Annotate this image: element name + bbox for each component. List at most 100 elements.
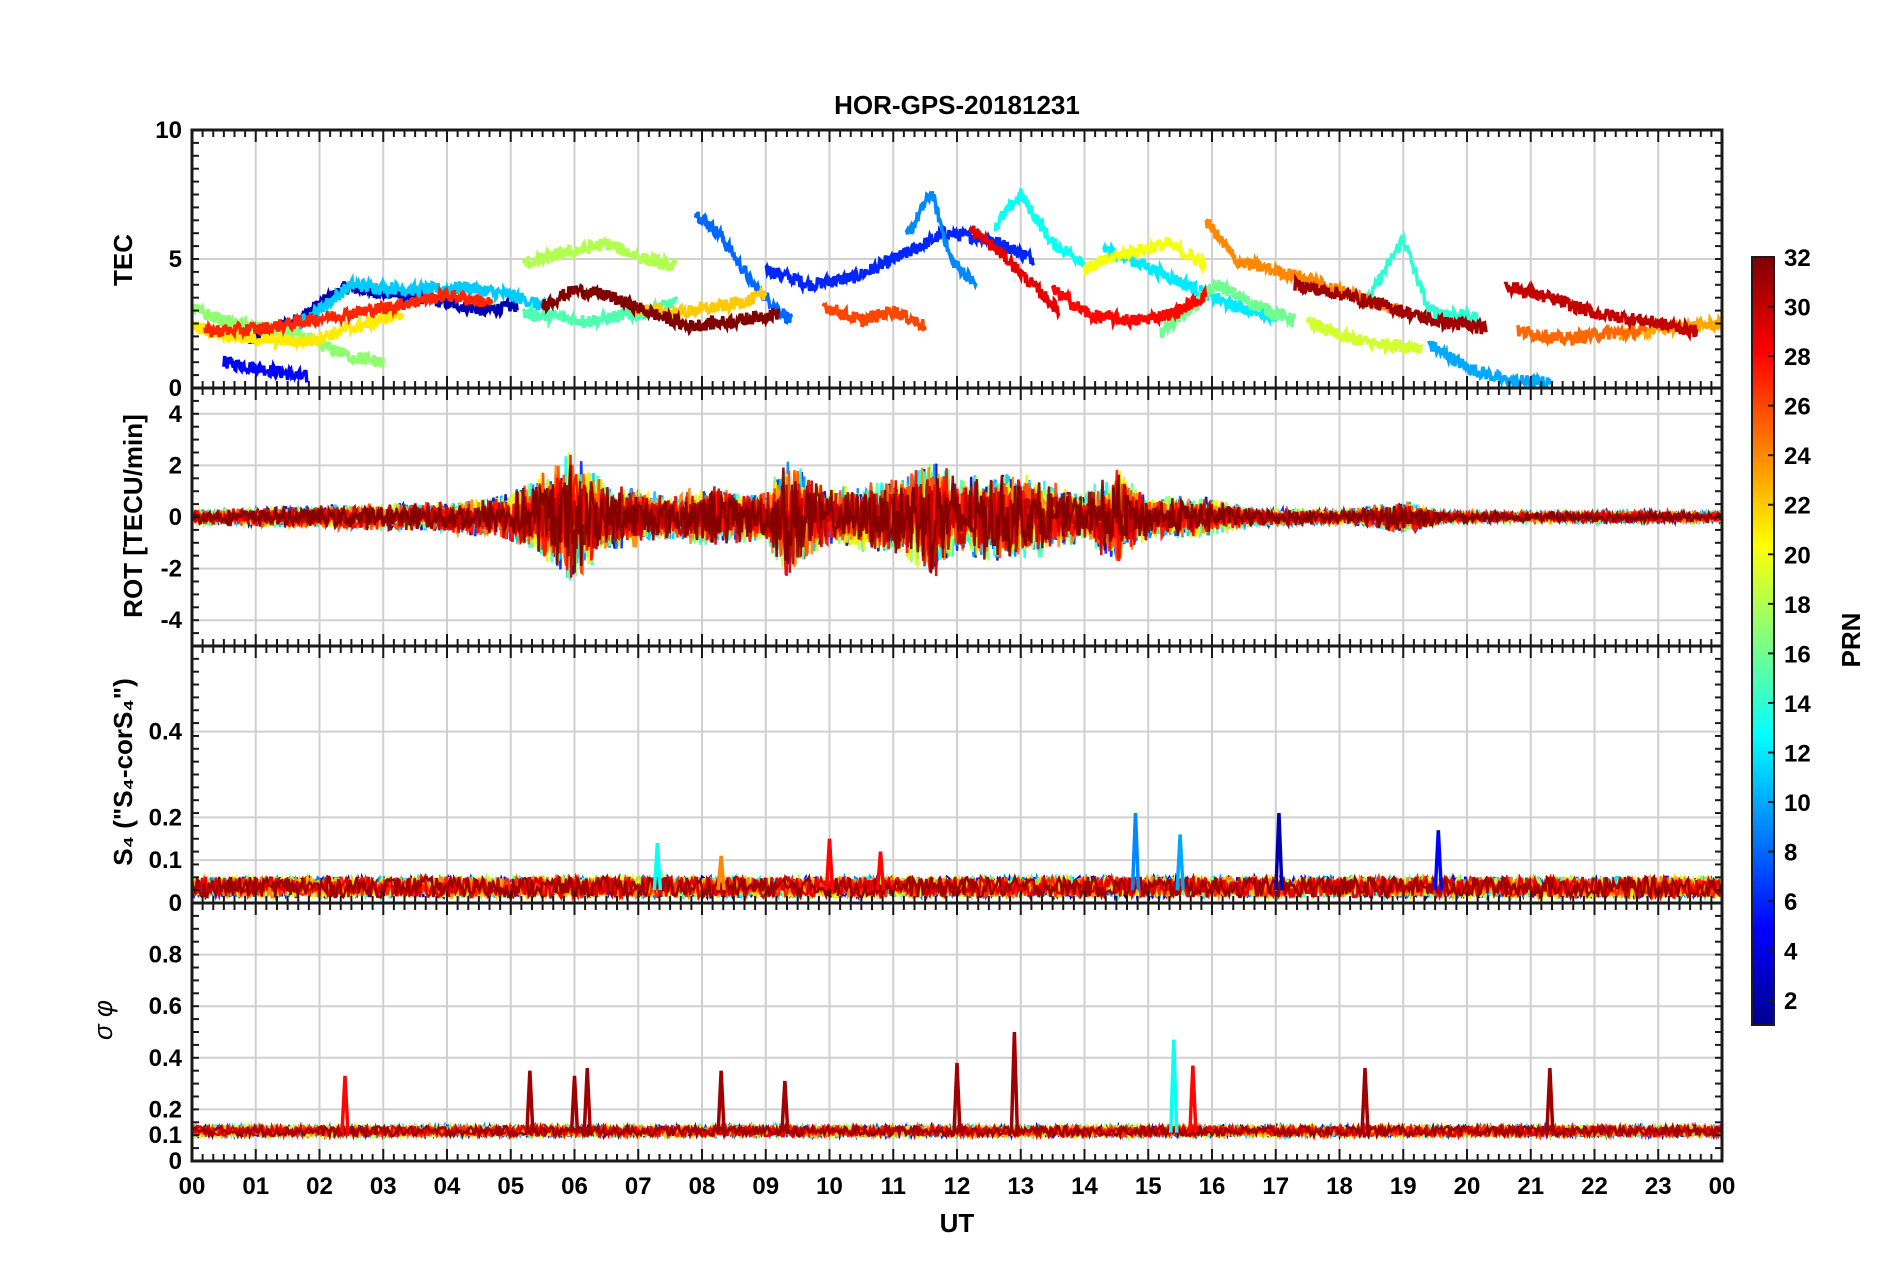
sigma_phi-spike <box>582 1068 592 1133</box>
rot-panel: -4 -2 0 2 4 ROT [TECU/min] <box>118 386 1724 648</box>
s4-spike <box>824 838 835 891</box>
x-tick-label: 13 <box>1007 1173 1034 1200</box>
y-tick-label: 0 <box>169 890 182 917</box>
x-tick-label: 17 <box>1262 1173 1289 1200</box>
s4-spike <box>1130 812 1141 891</box>
x-tick-label: 03 <box>370 1173 397 1200</box>
sigma_phi-spike <box>1360 1068 1370 1133</box>
sigma_phi-spike <box>569 1075 580 1133</box>
tec-series-prn-12 <box>1101 240 1278 327</box>
sigma_phi-spike <box>525 1070 535 1133</box>
x-tick-label: 00 <box>179 1173 206 1200</box>
sigma_phi-spike <box>780 1080 790 1133</box>
tec-series-prn-6 <box>764 224 1036 296</box>
colorbar-tick-label: 20 <box>1784 542 1811 569</box>
sigma_phi-spike <box>1009 1031 1020 1133</box>
colorbar-tick-label: 4 <box>1784 939 1798 966</box>
tec-series-prn-17 <box>192 301 386 370</box>
rot-series-prn-32 <box>192 464 1722 574</box>
s4-spike <box>1274 812 1284 891</box>
colorbar-label: PRN <box>1836 613 1866 668</box>
tec-series-prn-9 <box>904 191 978 291</box>
x-tick-label: 14 <box>1071 1173 1098 1200</box>
tec-series-prn-27 <box>203 284 494 341</box>
y-tick-label: -4 <box>161 607 183 634</box>
colorbar-tick-label: 32 <box>1784 245 1811 272</box>
x-tick-label: 11 <box>881 1173 906 1200</box>
x-tick-label: 20 <box>1454 1173 1481 1200</box>
sigma_phi-spike <box>716 1070 726 1133</box>
s4-spike <box>1175 834 1185 891</box>
x-tick-label: 23 <box>1645 1173 1672 1200</box>
s4-series-prn-31 <box>192 873 1722 902</box>
sigma_phi-spike <box>1188 1065 1198 1133</box>
y-tick-label: 10 <box>155 117 182 144</box>
colorbar-tick-label: 2 <box>1784 988 1797 1015</box>
x-tick-label: 05 <box>497 1173 524 1200</box>
x-tick-label: 07 <box>625 1173 652 1200</box>
x-tick-label: 08 <box>689 1173 716 1200</box>
s4-panel: 0 0.1 0.2 0.4 S₄ ("S₄-corS₄") <box>108 644 1724 917</box>
tec-series-prn-18 <box>521 236 678 272</box>
x-tick-label: 15 <box>1135 1173 1162 1200</box>
tec-series-prn-26 <box>821 301 927 333</box>
colorbar-tick-label: 26 <box>1784 394 1811 421</box>
sigma_phi-spike <box>952 1062 962 1133</box>
s4-ylabel: S₄ ("S₄-corS₄") <box>108 678 138 866</box>
tec-series-prn-8 <box>693 211 794 326</box>
colorbar-tick-label: 10 <box>1784 790 1811 817</box>
y-tick-label: 0.6 <box>149 993 182 1020</box>
s4-spike <box>716 855 726 891</box>
x-tick-label: 22 <box>1581 1173 1608 1200</box>
sigma-phi-ylabel: σ φ <box>88 1000 118 1040</box>
tec-series-prn-30 <box>1503 280 1699 342</box>
tec-series-prn-21 <box>192 308 405 353</box>
x-tick-label: 16 <box>1199 1173 1226 1200</box>
tec-series-prn-5 <box>222 355 309 383</box>
x-axis-label: UT <box>940 1208 975 1238</box>
tec-series-prn-25 <box>1516 319 1648 347</box>
y-tick-label: 0 <box>169 375 182 402</box>
colorbar-tick-label: 24 <box>1784 443 1811 470</box>
y-tick-label: -2 <box>161 556 182 583</box>
y-tick-label: 0.8 <box>149 942 182 969</box>
y-tick-label: 0.4 <box>149 719 183 746</box>
y-tick-label: 0.1 <box>149 1122 182 1149</box>
x-tick-label: 12 <box>944 1173 971 1200</box>
y-tick-label: 4 <box>169 401 183 428</box>
y-tick-label: 0.2 <box>149 804 182 831</box>
tec-series-prn-31 <box>1293 273 1488 336</box>
colorbar-gradient <box>1751 256 1775 1026</box>
x-tick-label: 19 <box>1390 1173 1417 1200</box>
colorbar-tick-label: 30 <box>1784 295 1811 322</box>
sigma_phi-spike <box>340 1075 350 1133</box>
y-tick-label: 0 <box>169 1148 182 1175</box>
sigma_phi-series-prn-31 <box>192 1121 1722 1141</box>
x-tick-label: 01 <box>242 1173 269 1200</box>
tec-series-prn-32 <box>540 283 781 337</box>
colorbar-tick-label: 18 <box>1784 592 1811 619</box>
x-tick-label: 02 <box>306 1173 333 1200</box>
tec-series-prn-20 <box>1082 235 1208 276</box>
sigma-phi-panel: 00.10.2 0.4 0.6 0.8 σ φ <box>88 901 1724 1175</box>
tec-series-prn-28 <box>1050 284 1208 332</box>
sigma_phi-spike <box>1545 1068 1555 1133</box>
x-tick-label: 09 <box>752 1173 779 1200</box>
colorbar-tick-label: 12 <box>1784 740 1811 767</box>
x-tick-label: 21 <box>1517 1173 1544 1200</box>
tec-series-prn-11 <box>298 272 551 330</box>
x-tick-label: 00 <box>1709 1173 1736 1200</box>
colorbar-tick-label: 6 <box>1784 889 1797 916</box>
rot-ylabel: ROT [TECU/min] <box>118 414 148 618</box>
colorbar-tick-label: 28 <box>1784 344 1811 371</box>
colorbar-tick-label: 22 <box>1784 493 1811 520</box>
s4-spike <box>1433 830 1444 891</box>
sigma_phi-spike <box>1169 1039 1179 1133</box>
s4-spike <box>875 851 886 891</box>
y-tick-label: 2 <box>169 452 182 479</box>
tec-series-prn-14 <box>1363 230 1482 331</box>
tec-series-prn-13 <box>993 188 1087 268</box>
tec-series-prn-10 <box>1427 340 1552 388</box>
